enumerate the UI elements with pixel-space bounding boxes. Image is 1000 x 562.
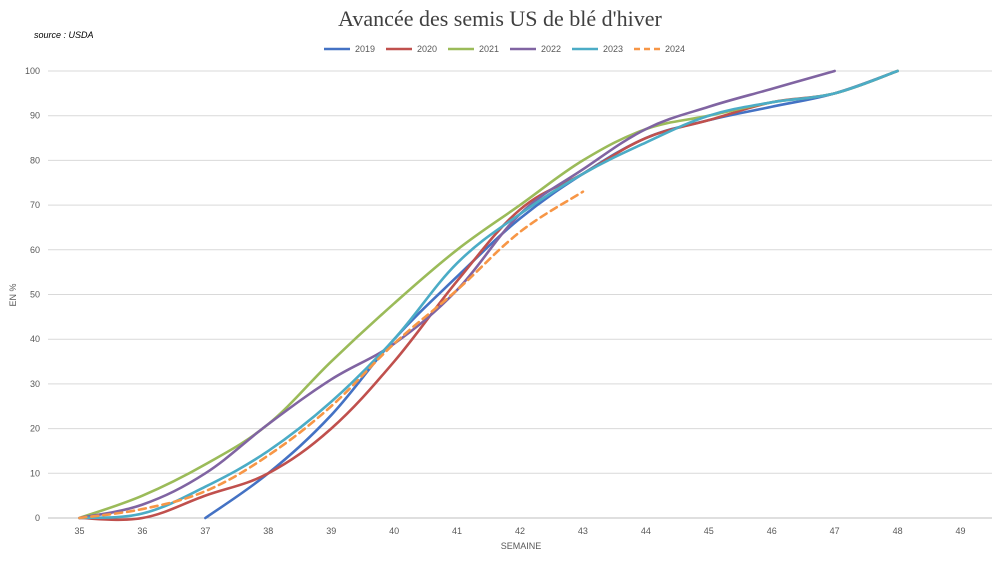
series-line-2020	[78, 69, 899, 522]
x-tick-label: 48	[893, 526, 903, 536]
x-tick-label: 44	[641, 526, 651, 536]
y-tick-label: 0	[35, 513, 40, 523]
y-tick-label: 60	[30, 245, 40, 255]
y-tick-label: 70	[30, 200, 40, 210]
legend-item-2022: 2022	[510, 44, 561, 54]
x-tick-label: 41	[452, 526, 462, 536]
y-axis-title: EN %	[8, 283, 18, 306]
x-axis-title: SEMAINE	[501, 541, 542, 551]
x-tick-label: 38	[263, 526, 273, 536]
legend-item-2024: 2024	[634, 44, 685, 54]
x-tick-label: 36	[137, 526, 147, 536]
series-line-2024	[78, 190, 585, 520]
series-line-2022	[78, 69, 836, 520]
legend-item-2023: 2023	[572, 44, 623, 54]
y-tick-label: 20	[30, 424, 40, 434]
y-tick-label: 50	[30, 290, 40, 300]
series-line-2019	[204, 69, 899, 520]
x-tick-label: 42	[515, 526, 525, 536]
y-tick-label: 80	[30, 155, 40, 165]
y-tick-label: 30	[30, 379, 40, 389]
legend-label: 2020	[417, 44, 437, 54]
legend-label: 2021	[479, 44, 499, 54]
y-tick-label: 90	[30, 111, 40, 121]
legend-label: 2024	[665, 44, 685, 54]
legend-item-2021: 2021	[448, 44, 499, 54]
y-tick-label: 40	[30, 334, 40, 344]
legend-item-2020: 2020	[386, 44, 437, 54]
legend-label: 2022	[541, 44, 561, 54]
legend: 2019 2020 2021 2022 2023 2024	[324, 44, 685, 54]
source-note: source : USDA	[34, 30, 94, 40]
grid-layer	[48, 70, 992, 519]
x-tick-label: 46	[767, 526, 777, 536]
x-tick-label: 43	[578, 526, 588, 536]
x-tick-label: 37	[200, 526, 210, 536]
x-tick-label: 49	[956, 526, 966, 536]
y-tick-label: 10	[30, 468, 40, 478]
x-tick-label: 35	[74, 526, 84, 536]
x-tick-label: 40	[389, 526, 399, 536]
legend-item-2019: 2019	[324, 44, 375, 54]
series-layer	[78, 69, 899, 522]
axis-layer: 0 10 20 30 40 50 60 70 80 90 100 35 36 37 38 39 40 41 42 43…	[25, 66, 992, 536]
legend-label: 2023	[603, 44, 623, 54]
x-tick-label: 45	[704, 526, 714, 536]
x-tick-label: 39	[326, 526, 336, 536]
x-tick-label: 47	[830, 526, 840, 536]
chart-title: Avancée des semis US de blé d'hiver	[338, 6, 662, 31]
legend-label: 2019	[355, 44, 375, 54]
series-line-2023	[78, 69, 899, 520]
y-tick-label: 100	[25, 66, 40, 76]
